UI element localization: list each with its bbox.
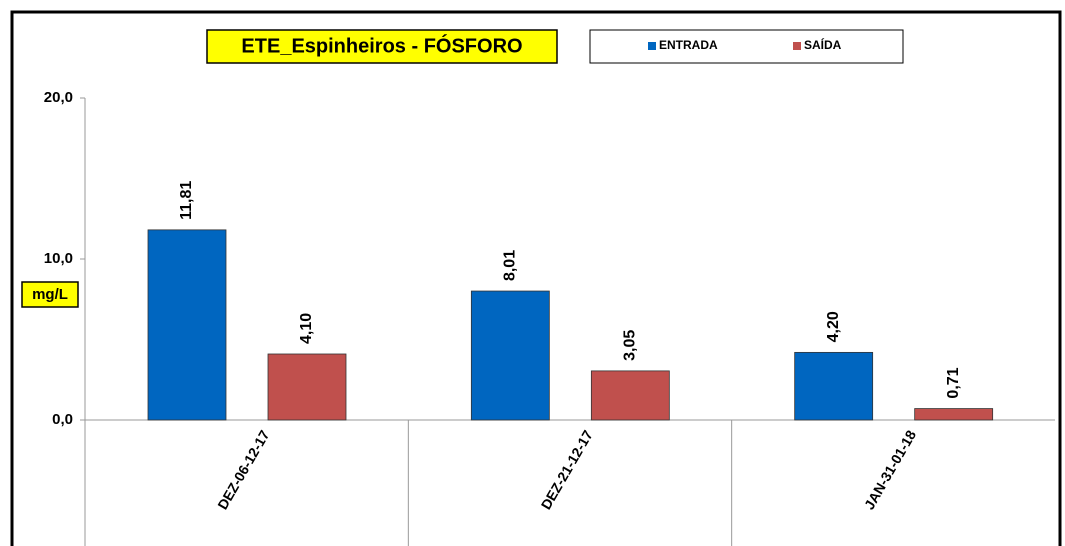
title-box xyxy=(206,29,558,64)
legend-swatch xyxy=(648,42,656,50)
bar xyxy=(267,353,347,421)
y-axis-label: mg/L xyxy=(32,286,68,303)
bar xyxy=(590,370,670,421)
data-label: 3,05 xyxy=(622,330,639,361)
legend-box xyxy=(589,29,904,64)
bar xyxy=(794,351,874,421)
bar xyxy=(470,290,550,421)
data-label: 0,71 xyxy=(945,367,962,398)
data-label: 11,81 xyxy=(178,181,195,220)
bar xyxy=(147,229,227,421)
y-tick-label: 20,0 xyxy=(44,89,73,106)
data-label: 8,01 xyxy=(502,250,519,281)
x-tick-label: DEZ-21-12-17 xyxy=(538,427,596,512)
legend-swatch xyxy=(793,42,801,50)
y-tick-label: 10,0 xyxy=(44,250,73,267)
bar xyxy=(914,408,994,421)
legend-label: ENTRADA xyxy=(659,38,718,52)
legend-label: SAÍDA xyxy=(804,37,842,52)
y-tick-label: 0,0 xyxy=(52,411,73,428)
data-label: 4,20 xyxy=(825,311,842,342)
frame xyxy=(10,10,1062,546)
x-tick-label: JAN-31-01-18 xyxy=(861,427,919,512)
x-tick-label: DEZ-06-12-17 xyxy=(214,427,272,512)
data-label: 4,10 xyxy=(298,313,315,344)
chart-title: ETE_Espinheiros - FÓSFORO xyxy=(241,33,522,57)
y-label-box xyxy=(21,281,79,308)
